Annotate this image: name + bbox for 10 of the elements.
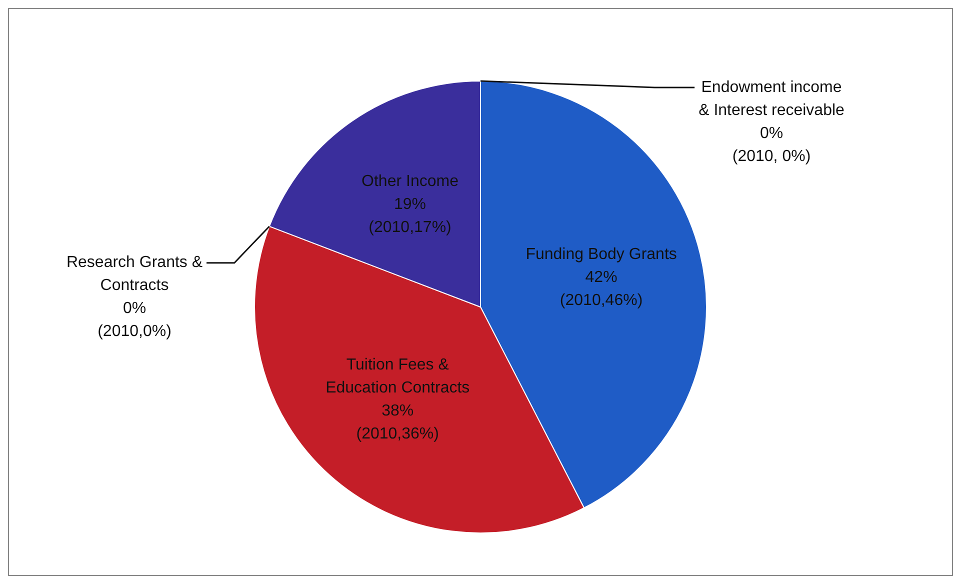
slice-label: Other Income — [362, 173, 459, 190]
category-label: Endowment income & Interest receivable — [698, 78, 844, 119]
category-label: Research Grants & Contracts — [66, 254, 203, 294]
data-label: 38% (2010,36%) — [356, 402, 439, 443]
slice-label: Funding Body Grants — [526, 246, 677, 264]
text: 0% (2010, 0%) — [732, 124, 811, 165]
text: 0% (2010,0%) — [98, 300, 172, 340]
data-label: 19% (2010,17%) — [368, 196, 452, 236]
data-label: 42% (2010,46%) — [560, 269, 643, 310]
slice-label: Tuition Fees & Education Contracts — [326, 356, 470, 397]
